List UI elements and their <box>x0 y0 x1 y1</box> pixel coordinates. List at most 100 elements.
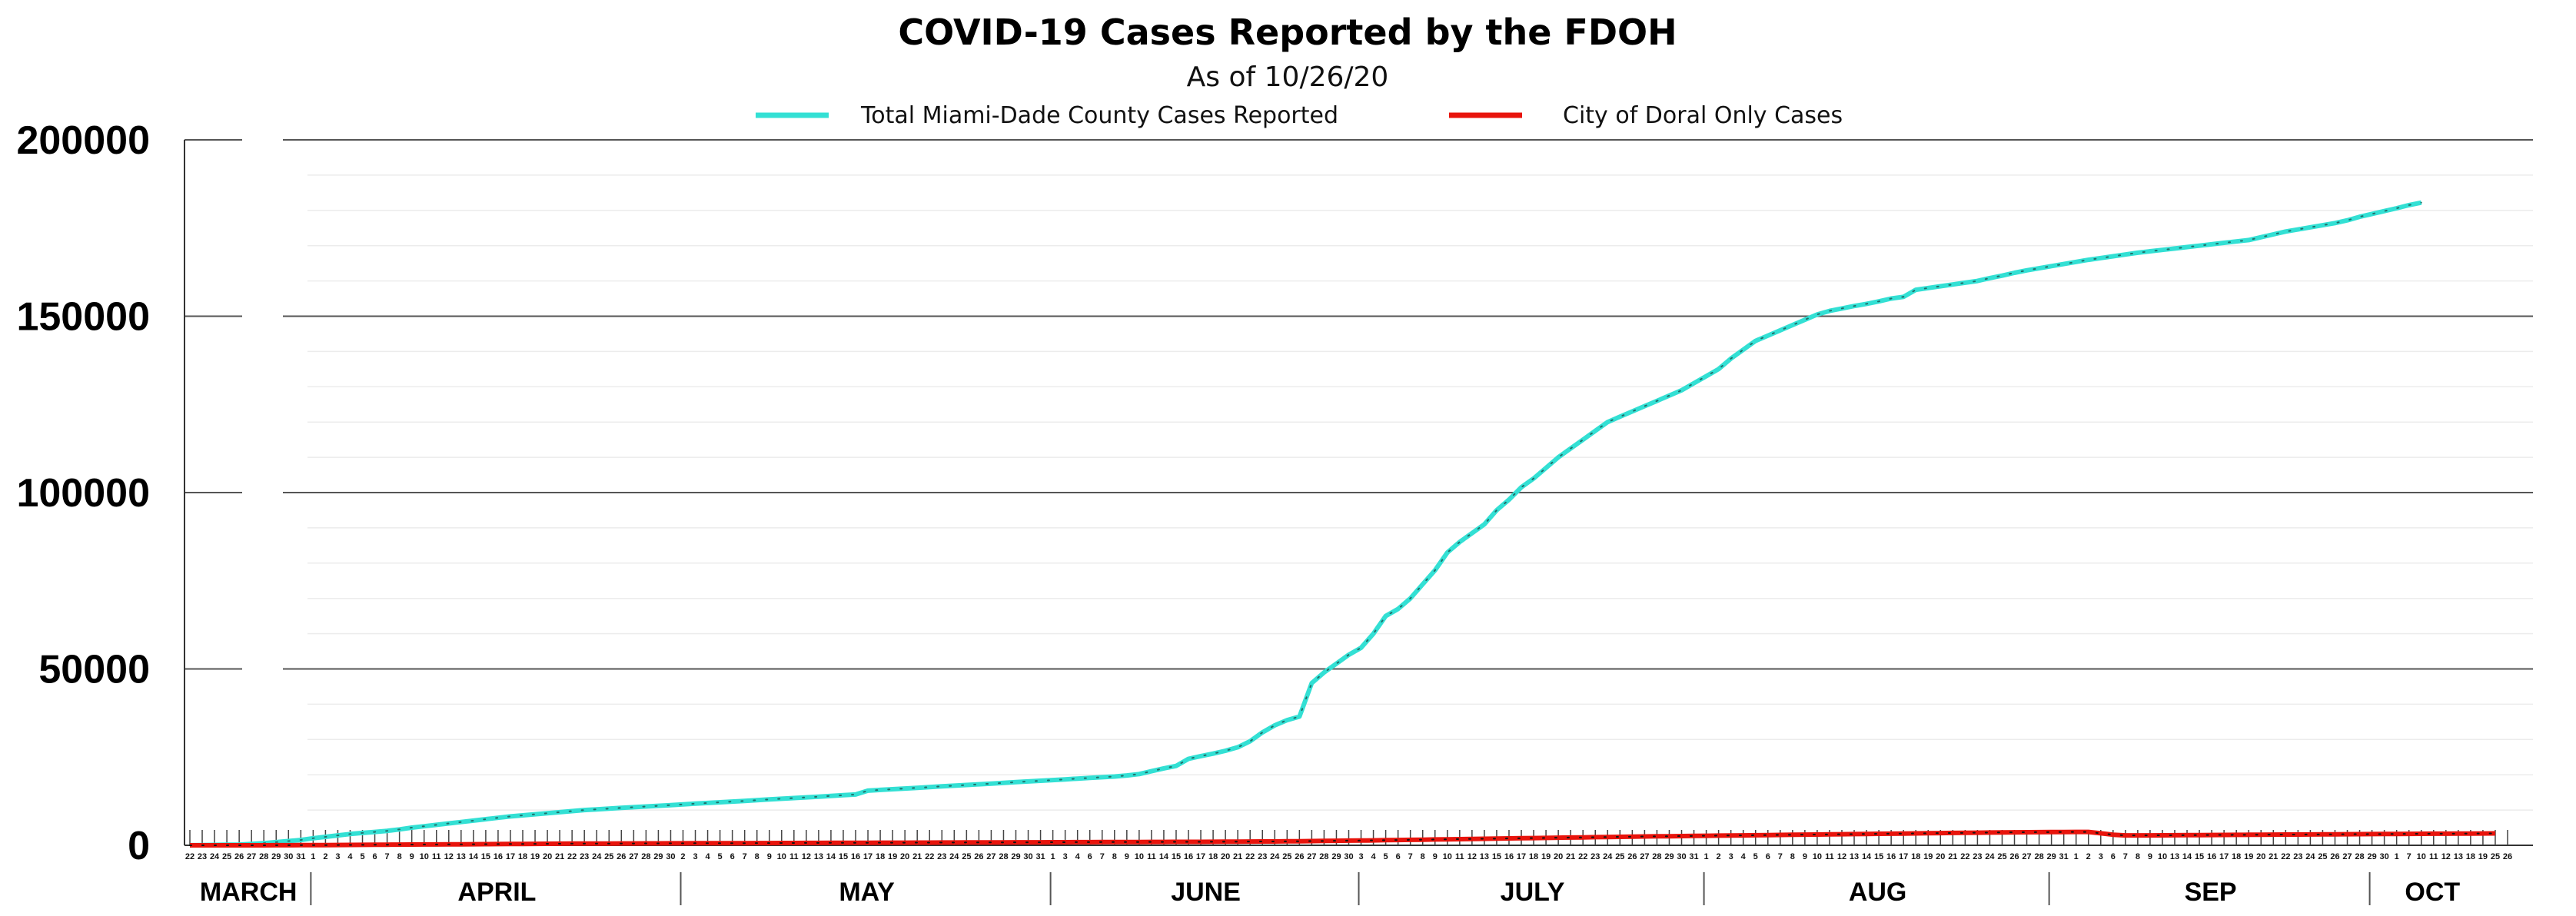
x-tick-label: 27 <box>1307 852 1316 861</box>
x-tick-label: 16 <box>1184 852 1193 861</box>
x-tick-label: 18 <box>518 852 527 861</box>
x-tick-label: 22 <box>567 852 577 861</box>
x-tick-label: 2 <box>680 852 685 861</box>
x-tick-label: 10 <box>1813 852 1822 861</box>
x-tick-label: 23 <box>1590 852 1600 861</box>
series-line-total <box>189 200 2422 848</box>
x-tick-label: 3 <box>2099 852 2103 861</box>
x-tick-label: 25 <box>2318 852 2327 861</box>
x-tick-label: 28 <box>641 852 650 861</box>
x-tick-label: 17 <box>1899 852 1908 861</box>
x-tick-label: 8 <box>1421 852 1425 861</box>
series-line-total-markers <box>189 201 2422 846</box>
x-tick-label: 29 <box>1331 852 1341 861</box>
x-tick-label: 16 <box>2207 852 2216 861</box>
x-tick-label: 13 <box>2170 852 2179 861</box>
x-axis-day-labels: 22 23 24 25 26 27 28 29 30 31 1 2 3 4 5 6 7 8 9 10 11 12 13 14 1… <box>185 852 2512 861</box>
chart-title: COVID-19 Cases Reported by the FDOH <box>898 12 1677 53</box>
x-tick-label: 28 <box>2034 852 2043 861</box>
x-tick-label: 22 <box>2281 852 2290 861</box>
x-tick-label: 5 <box>1384 852 1388 861</box>
x-tick-label: 18 <box>1911 852 1920 861</box>
x-tick-label: 30 <box>1344 852 1353 861</box>
x-tick-label: 14 <box>1862 852 1872 861</box>
x-tick-label: 26 <box>2330 852 2339 861</box>
x-tick-label: 25 <box>962 852 971 861</box>
x-tick-label: 28 <box>999 852 1008 861</box>
x-tick-label: 5 <box>360 852 364 861</box>
x-tick-label: 30 <box>2380 852 2389 861</box>
x-tick-label: 7 <box>2407 852 2411 861</box>
x-tick-label: 23 <box>580 852 589 861</box>
x-tick-label: 25 <box>2491 852 2500 861</box>
x-tick-label: 9 <box>1125 852 1129 861</box>
x-tick-label: 8 <box>1790 852 1795 861</box>
x-tick-label: 25 <box>1282 852 1291 861</box>
x-tick-label: 6 <box>2111 852 2116 861</box>
x-tick-label: 19 <box>888 852 897 861</box>
x-tick-label: 9 <box>767 852 772 861</box>
x-tick-label: 3 <box>1358 852 1363 861</box>
x-tick-label: 21 <box>1566 852 1575 861</box>
x-tick-label: 2 <box>1717 852 1721 861</box>
x-tick-label: 27 <box>2342 852 2352 861</box>
x-tick-label: 25 <box>1997 852 2006 861</box>
x-tick-label: 26 <box>2009 852 2019 861</box>
x-tick-label: 22 <box>1960 852 1969 861</box>
legend-label-doral: City of Doral Only Cases <box>1563 102 1843 129</box>
legend-label-total: Total Miami-Dade County Cases Reported <box>860 102 1338 129</box>
x-tick-label: 11 <box>2429 852 2438 861</box>
y-tick-label: 100000 <box>16 471 150 516</box>
x-tick-label: 4 <box>1371 852 1377 861</box>
minor-gridlines <box>307 174 2533 811</box>
x-tick-label: 21 <box>2269 852 2278 861</box>
x-tick-label: 31 <box>296 852 305 861</box>
x-tick-label: 13 <box>814 852 823 861</box>
x-tick-label: 17 <box>863 852 873 861</box>
x-tick-label: 26 <box>234 852 244 861</box>
x-tick-label: 15 <box>2195 852 2204 861</box>
month-label: AUG <box>1849 878 1907 907</box>
x-tick-label: 25 <box>1615 852 1624 861</box>
x-tick-label: 13 <box>1480 852 1489 861</box>
x-tick-label: 1 <box>311 852 315 861</box>
x-tick-label: 14 <box>2182 852 2192 861</box>
x-tick-label: 19 <box>2478 852 2488 861</box>
x-tick-label: 16 <box>1504 852 1514 861</box>
x-tick-label: 22 <box>185 852 194 861</box>
x-tick-label: 2 <box>2086 852 2091 861</box>
y-tick-label: 50000 <box>38 648 150 692</box>
x-tick-label: 9 <box>410 852 414 861</box>
x-tick-label: 1 <box>1051 852 1055 861</box>
legend: Total Miami-Dade County Cases Reported C… <box>756 102 1843 129</box>
x-tick-label: 13 <box>1850 852 1859 861</box>
x-tick-label: 29 <box>1664 852 1674 861</box>
x-tick-label: 9 <box>1433 852 1438 861</box>
x-tick-label: 12 <box>1837 852 1846 861</box>
x-tick-label: 29 <box>1011 852 1020 861</box>
x-tick-label: 11 <box>1455 852 1464 861</box>
x-tick-label: 27 <box>247 852 256 861</box>
x-tick-label: 29 <box>2046 852 2056 861</box>
y-tick-label: 0 <box>128 824 150 868</box>
x-tick-label: 8 <box>397 852 402 861</box>
x-tick-label: 27 <box>986 852 995 861</box>
x-tick-label: 13 <box>2454 852 2463 861</box>
x-tick-label: 24 <box>949 852 959 861</box>
x-tick-label: 20 <box>543 852 552 861</box>
x-tick-label: 30 <box>666 852 675 861</box>
x-tick-label: 16 <box>851 852 860 861</box>
x-tick-label: 15 <box>1172 852 1181 861</box>
x-tick-label: 30 <box>1677 852 1686 861</box>
x-tick-label: 4 <box>1741 852 1747 861</box>
x-tick-label: 24 <box>1270 852 1280 861</box>
x-tick-label: 6 <box>730 852 735 861</box>
x-tick-label: 6 <box>1088 852 1092 861</box>
x-tick-label: 29 <box>271 852 281 861</box>
month-label: APRIL <box>457 878 536 907</box>
x-tick-label: 7 <box>743 852 747 861</box>
chart-subtitle: As of 10/26/20 <box>1187 61 1389 93</box>
x-tick-label: 8 <box>2136 852 2140 861</box>
x-tick-label: 30 <box>1023 852 1032 861</box>
x-tick-label: 12 <box>1467 852 1477 861</box>
